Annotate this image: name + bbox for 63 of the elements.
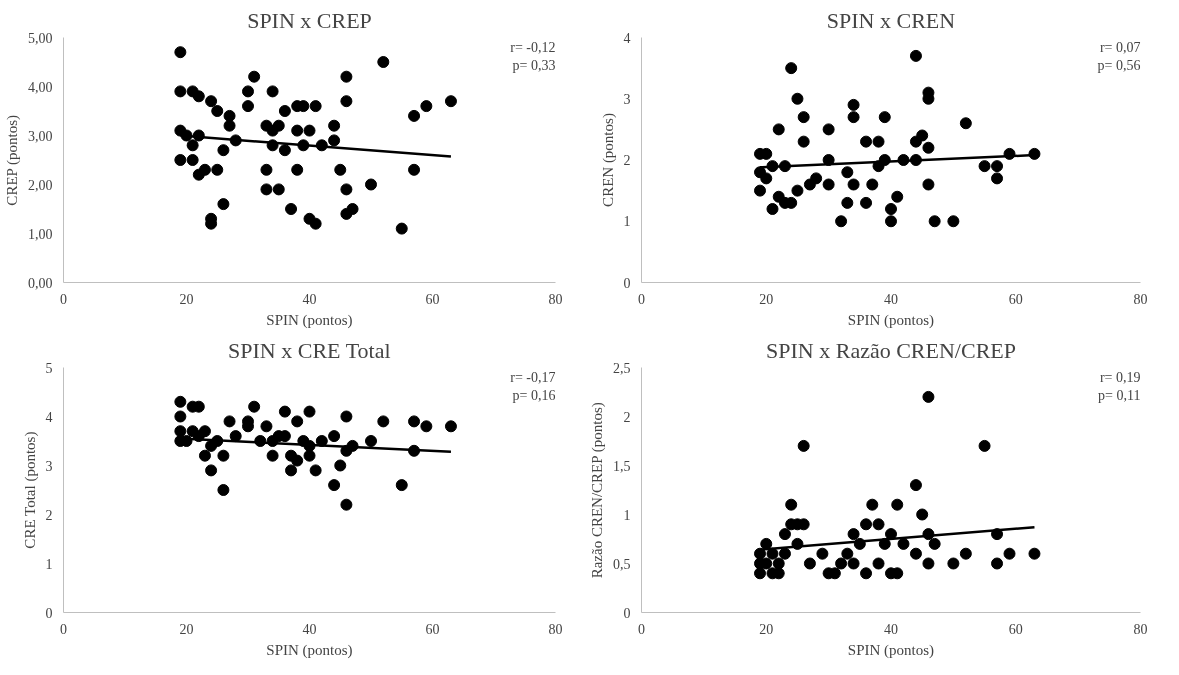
y-tick-label: 2,5 [613,360,631,376]
y-tick-label: 3,00 [28,128,53,144]
x-tick-label: 60 [425,621,440,637]
x-tick-label: 60 [1008,291,1023,307]
y-tick-label: 0,5 [613,556,631,572]
x-axis-title: SPIN (pontos) [266,641,353,659]
x-axis-title: SPIN (pontos) [266,311,353,329]
annotation: p= 0,11 [1098,387,1141,403]
annotation: p= 0,33 [512,57,556,73]
y-axis-title: CREN (pontos) [599,113,617,207]
y-tick-label: 4,00 [28,79,53,95]
x-tick-label: 60 [425,291,440,307]
x-tick-label: 80 [548,291,563,307]
x-tick-label: 40 [302,291,317,307]
y-tick-label: 1,00 [28,226,53,242]
chart-title: SPIN x CREN [826,7,956,33]
y-tick-label: 4 [623,30,631,46]
y-tick-label: 0 [623,275,631,291]
x-tick-label: 40 [884,291,898,307]
x-tick-label: 40 [884,621,898,637]
y-tick-label: 2 [623,153,631,168]
x-tick-label: 0 [60,621,67,637]
chart-title: SPIN x Razão CREN/CREP [766,337,1016,363]
annotation: r= 0,19 [1099,369,1141,385]
y-tick-label: 2 [623,409,631,425]
x-axis-title: SPIN (pontos) [847,641,935,659]
y-axis-title: CRE Total (pontos) [21,431,39,549]
y-tick-label: 0 [45,605,53,621]
y-tick-label: 0 [623,605,631,621]
x-tick-label: 20 [759,621,774,637]
x-tick-label: 0 [638,621,645,637]
x-tick-label: 40 [302,621,317,637]
x-axis-title: SPIN (pontos) [847,311,935,329]
y-tick-label: 1,5 [613,458,631,474]
x-tick-label: 60 [1008,621,1023,637]
y-tick-label: 1 [623,507,631,523]
y-tick-label: 3 [45,458,53,474]
y-tick-label: 4 [45,409,53,425]
y-axis-title: Razão CREN/CREP (pontos) [589,402,606,579]
y-tick-label: 5 [45,360,53,376]
y-tick-label: 2,00 [28,177,53,193]
y-tick-label: 3 [623,91,631,107]
x-tick-label: 20 [179,621,194,637]
x-tick-label: 20 [759,291,774,307]
x-tick-label: 0 [638,291,645,307]
x-tick-label: 80 [1133,621,1148,637]
annotation: r= -0,12 [510,39,556,55]
y-tick-label: 1 [623,214,631,230]
y-tick-label: 1 [45,556,53,572]
annotation: r= -0,17 [510,369,556,385]
y-axis-title: CREP (pontos) [4,114,21,206]
x-tick-label: 20 [179,291,194,307]
y-tick-label: 2 [45,507,53,523]
chart-title: SPIN x CREP [247,7,372,33]
annotation: p= 0,16 [512,387,556,403]
y-tick-label: 0,00 [28,275,53,291]
x-tick-label: 80 [1133,291,1148,307]
x-tick-label: 0 [60,291,67,307]
x-tick-label: 80 [548,621,563,637]
y-tick-label: 5,00 [28,30,53,46]
chart-title: SPIN x CRE Total [228,337,391,363]
annotation: p= 0,56 [1097,57,1141,73]
annotation: r= 0,07 [1099,39,1141,55]
